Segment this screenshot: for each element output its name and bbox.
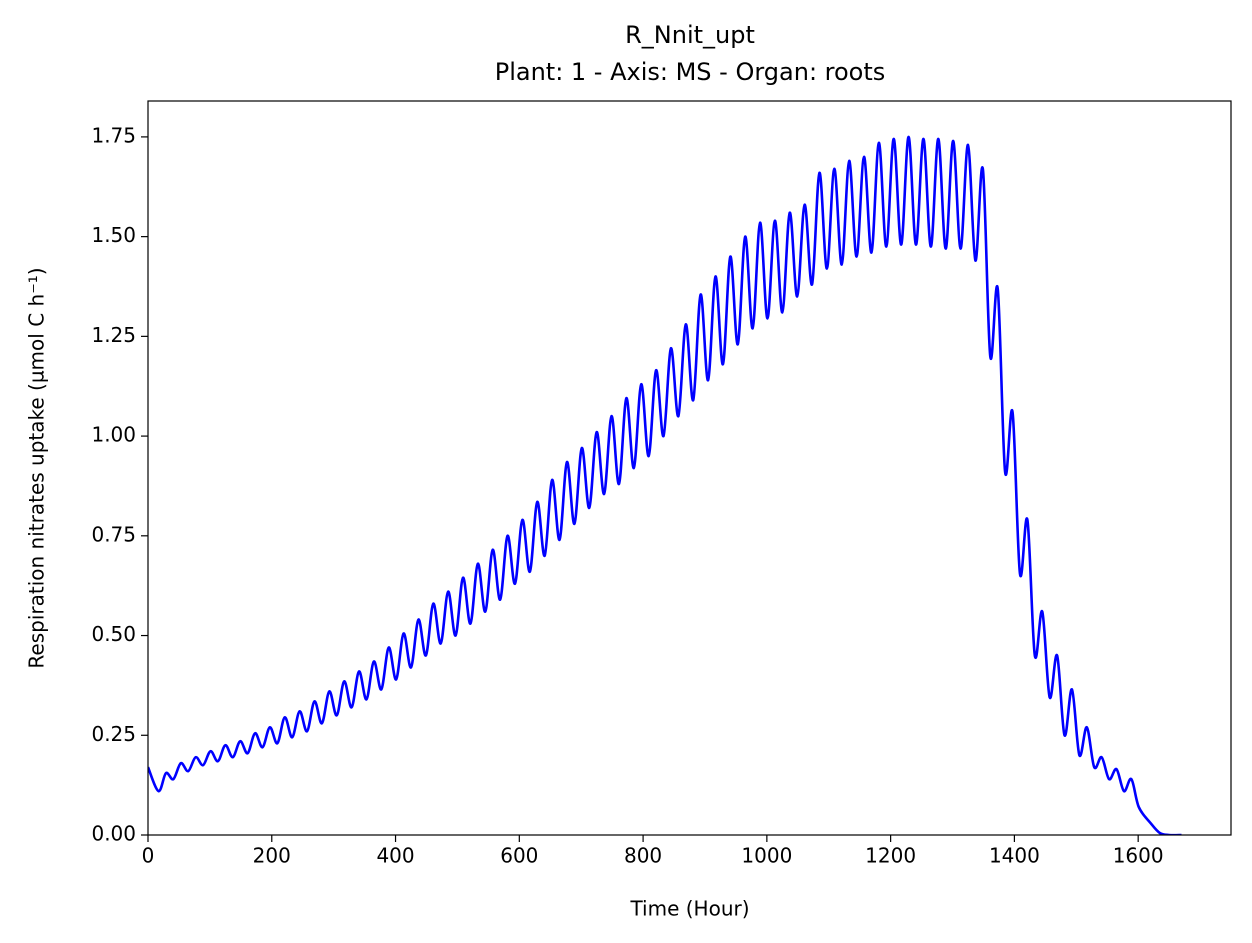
x-tick-label: 200: [253, 844, 291, 868]
y-tick-label: 0.50: [91, 622, 136, 646]
y-tick-label: 0.25: [91, 722, 136, 746]
y-tick-label: 1.25: [91, 323, 136, 347]
y-tick-label: 1.50: [91, 223, 136, 247]
x-tick-label: 400: [376, 844, 414, 868]
x-axis-label: Time (Hour): [629, 897, 749, 921]
x-tick-label: 1200: [865, 844, 916, 868]
x-tick-label: 1000: [741, 844, 792, 868]
x-tick-label: 800: [624, 844, 662, 868]
chart-subtitle: Plant: 1 - Axis: MS - Organ: roots: [495, 58, 886, 86]
y-tick-label: 1.00: [91, 423, 136, 447]
plot-frame: [147, 100, 1232, 836]
x-tick-label: 1600: [1113, 844, 1164, 868]
x-tick-label: 600: [500, 844, 538, 868]
y-tick-label: 1.75: [91, 123, 136, 147]
x-tick-label: 1400: [989, 844, 1040, 868]
y-tick-label: 0.75: [91, 522, 136, 546]
y-axis-label: Respiration nitrates uptake (µmol C h⁻¹): [25, 267, 49, 668]
x-tick-label: 0: [142, 844, 155, 868]
data-line: [148, 135, 1182, 835]
chart-title: R_Nnit_upt: [625, 21, 755, 49]
y-tick-label: 0.00: [91, 822, 136, 846]
